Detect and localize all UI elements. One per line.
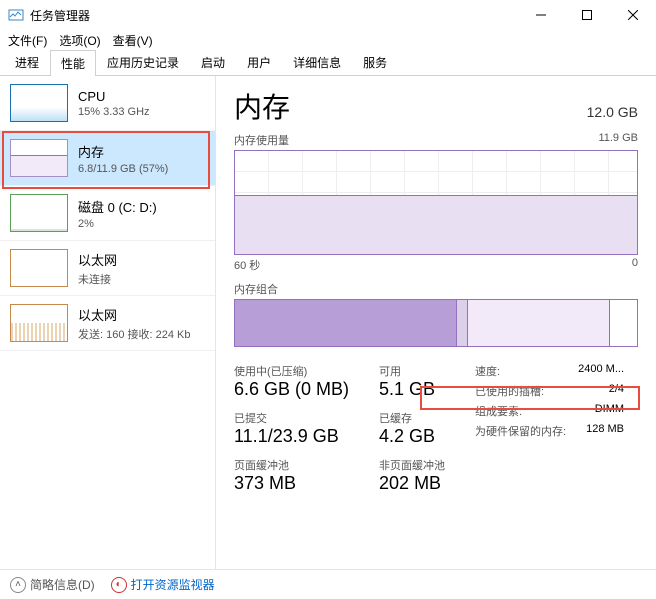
stat-label: 速度: (475, 363, 500, 379)
tab-3[interactable]: 启动 (190, 49, 236, 75)
axis-left: 60 秒 (234, 257, 260, 273)
titlebar: 任务管理器 (0, 0, 656, 30)
menu-view[interactable]: 查看(V) (113, 32, 153, 49)
stat-block: 非页面缓冲池 202 MB (379, 457, 445, 494)
sidebar-item-disk[interactable]: 磁盘 0 (C: D:) 2% (0, 186, 215, 241)
stat-value: 11.1/23.9 GB (234, 426, 349, 447)
item-sub: 发送: 160 接收: 224 Kb (78, 326, 191, 342)
window-title: 任务管理器 (30, 7, 518, 24)
stat-row: 速度: 2400 M... (475, 363, 624, 379)
tab-4[interactable]: 用户 (236, 49, 282, 75)
item-name: 以太网 (78, 305, 191, 324)
seg-inuse (235, 300, 456, 346)
axis-right: 0 (632, 257, 638, 273)
menubar: 文件(F) 选项(O) 查看(V) (0, 30, 656, 50)
stat-value: 202 MB (379, 473, 445, 494)
item-name: CPU (78, 89, 150, 104)
stat-block: 可用 5.1 GB (379, 363, 445, 400)
seg-standby (468, 300, 609, 346)
thumb-eth2 (10, 304, 68, 342)
item-sub: 6.8/11.9 GB (57%) (78, 163, 168, 175)
stat-value: 128 MB (586, 423, 624, 439)
stat-value: 2/4 (609, 383, 624, 399)
stat-value: 6.6 GB (0 MB) (234, 379, 349, 400)
total-memory: 12.0 GB (587, 104, 638, 120)
menu-file[interactable]: 文件(F) (8, 32, 47, 49)
stat-label: 可用 (379, 363, 445, 379)
stat-block: 已缓存 4.2 GB (379, 410, 445, 447)
thumb-eth1 (10, 249, 68, 287)
stat-value: 373 MB (234, 473, 349, 494)
page-title: 内存 (234, 86, 290, 126)
stat-value: 2400 M... (578, 363, 624, 379)
sidebar-item-eth1[interactable]: 以太网 未连接 (0, 241, 215, 296)
stat-row: 组成要素: DIMM (475, 403, 624, 419)
stat-value: DIMM (595, 403, 624, 419)
menu-options[interactable]: 选项(O) (59, 32, 100, 49)
stat-label: 为硬件保留的内存: (475, 423, 566, 439)
stat-value: 4.2 GB (379, 426, 445, 447)
maximize-button[interactable] (564, 0, 610, 30)
sidebar-item-cpu[interactable]: CPU 15% 3.33 GHz (0, 76, 215, 131)
stat-label: 已使用的插槽: (475, 383, 544, 399)
sidebar-item-mem[interactable]: 内存 6.8/11.9 GB (57%) (0, 131, 215, 186)
thumb-mem (10, 139, 68, 177)
stat-label: 已缓存 (379, 410, 445, 426)
chevron-up-icon: ˄ (10, 577, 26, 593)
item-sub: 2% (78, 218, 157, 230)
stat-label: 非页面缓冲池 (379, 457, 445, 473)
usage-label: 内存使用量 (234, 132, 289, 148)
footer: ˄ 简略信息(D) ◐ 打开资源监视器 (0, 569, 656, 599)
resmon-icon: ◐ (111, 577, 127, 593)
item-name: 磁盘 0 (C: D:) (78, 197, 157, 216)
tab-1[interactable]: 性能 (50, 50, 96, 76)
memory-composition-chart (234, 299, 638, 347)
seg-mod (456, 300, 468, 346)
item-sub: 未连接 (78, 271, 117, 287)
stat-row: 已使用的插槽: 2/4 (475, 383, 624, 399)
tab-2[interactable]: 应用历史记录 (96, 49, 190, 75)
item-sub: 15% 3.33 GHz (78, 106, 150, 118)
seg-free (609, 300, 637, 346)
stat-label: 使用中(已压缩) (234, 363, 349, 379)
tab-6[interactable]: 服务 (352, 49, 398, 75)
stat-block: 页面缓冲池 373 MB (234, 457, 349, 494)
stats-right: 速度: 2400 M... 已使用的插槽: 2/4 组成要素: DIMM 为硬件保留的内存:… (475, 363, 624, 494)
stat-value: 5.1 GB (379, 379, 445, 400)
main-panel: 内存 12.0 GB 内存使用量 11.9 GB 60 秒 0 内存组合 使用中… (216, 76, 656, 569)
stats-left: 使用中(已压缩) 6.6 GB (0 MB) 可用 5.1 GB 已提交 11.1/… (234, 363, 445, 494)
stat-label: 页面缓冲池 (234, 457, 349, 473)
item-name: 内存 (78, 142, 168, 161)
stat-block: 使用中(已压缩) 6.6 GB (0 MB) (234, 363, 349, 400)
stat-label: 组成要素: (475, 403, 522, 419)
stat-label: 已提交 (234, 410, 349, 426)
tab-0[interactable]: 进程 (4, 49, 50, 75)
app-icon (8, 7, 24, 23)
thumb-cpu (10, 84, 68, 122)
tab-5[interactable]: 详细信息 (282, 49, 352, 75)
sidebar-item-eth2[interactable]: 以太网 发送: 160 接收: 224 Kb (0, 296, 215, 351)
thumb-disk (10, 194, 68, 232)
usage-max: 11.9 GB (598, 132, 638, 148)
fewer-details-link[interactable]: ˄ 简略信息(D) (10, 576, 95, 593)
sidebar: CPU 15% 3.33 GHz 内存 6.8/11.9 GB (57%) 磁盘… (0, 76, 216, 569)
comp-label: 内存组合 (234, 281, 278, 297)
stat-block: 已提交 11.1/23.9 GB (234, 410, 349, 447)
memory-usage-chart (234, 150, 638, 255)
tabbar: 进程性能应用历史记录启动用户详细信息服务 (0, 50, 656, 76)
item-name: 以太网 (78, 250, 117, 269)
resource-monitor-link[interactable]: ◐ 打开资源监视器 (111, 576, 215, 593)
stat-row: 为硬件保留的内存: 128 MB (475, 423, 624, 439)
minimize-button[interactable] (518, 0, 564, 30)
close-button[interactable] (610, 0, 656, 30)
usage-fill (235, 195, 637, 254)
